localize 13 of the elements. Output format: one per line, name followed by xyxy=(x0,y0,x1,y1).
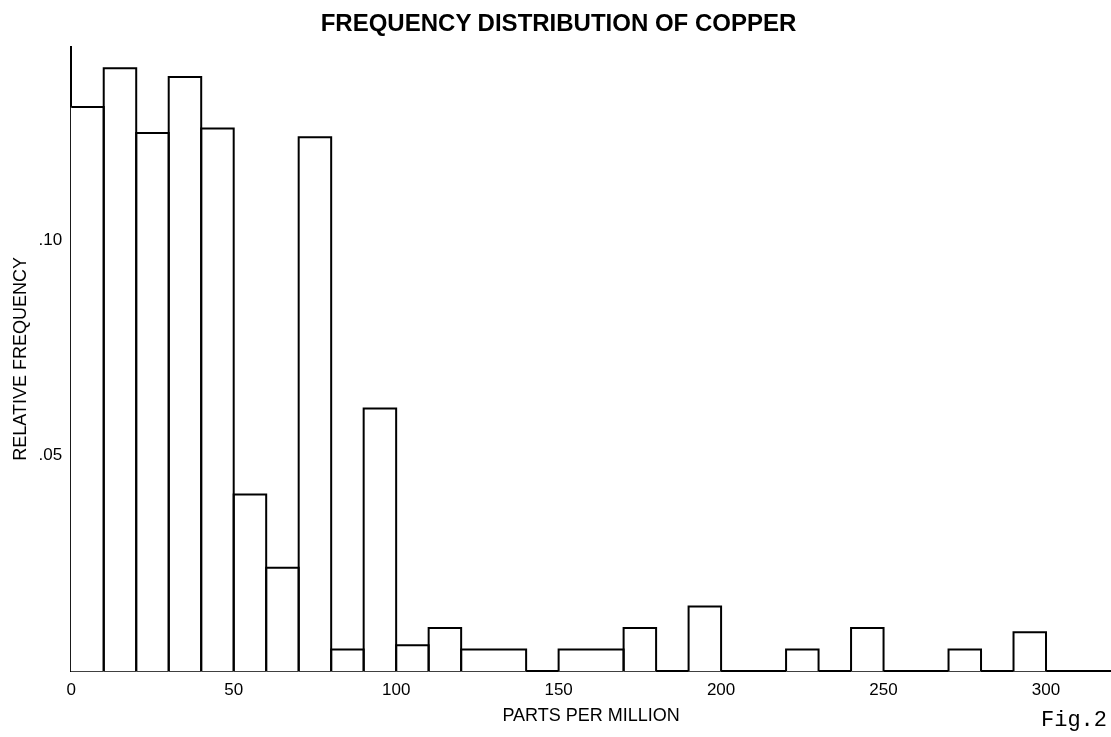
caption: Fig.2 xyxy=(1040,707,1107,733)
x-tick-label: 300 xyxy=(1031,679,1061,699)
chart-title: FREQUENCY DISTRIBUTION OF COPPER xyxy=(320,9,797,37)
x-tick-label: 250 xyxy=(869,679,898,699)
x-axis-title: PARTS PER MILLION xyxy=(502,705,680,726)
y-tick-label: .10 xyxy=(38,230,63,250)
x-tick-label: 100 xyxy=(381,679,411,699)
x-tick-label: 0 xyxy=(66,679,76,699)
x-tick-label: 150 xyxy=(544,679,573,699)
y-axis-title: RELATIVE FREQUENCY xyxy=(9,257,30,461)
x-tick-label: 200 xyxy=(706,679,736,699)
x-tick-label: 50 xyxy=(224,679,244,699)
y-tick-label: .05 xyxy=(38,445,63,465)
